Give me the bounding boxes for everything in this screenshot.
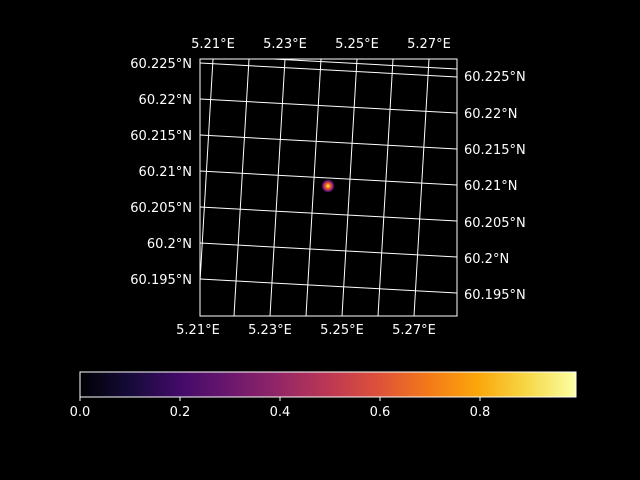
lat-label-right: 60.225°N — [464, 70, 526, 85]
lon-label-top: 5.21°E — [191, 37, 235, 52]
longitude-gridline — [233, 59, 250, 316]
lat-label-right: 60.205°N — [464, 216, 526, 231]
colorbar-gradient — [79, 371, 577, 398]
colorbar-tick-label: 0.6 — [370, 405, 391, 420]
latitude-gridline — [200, 62, 457, 78]
latitude-gridline — [200, 98, 457, 114]
colorbar-ticks — [79, 397, 481, 401]
longitude-gridline — [377, 59, 394, 316]
latitude-gridline — [264, 59, 457, 70]
lon-label-top: 5.23°E — [263, 37, 307, 52]
map-frame — [199, 58, 458, 317]
lon-label-top: 5.25°E — [335, 37, 379, 52]
lat-label-right: 60.21°N — [464, 179, 517, 194]
colorbar-tick-label: 0.0 — [70, 405, 91, 420]
colorbar-tick-label: 0.2 — [170, 405, 191, 420]
lat-label-right: 60.22°N — [464, 107, 517, 122]
lon-label-top: 5.27°E — [407, 37, 451, 52]
longitude-gridline — [413, 59, 430, 316]
lat-label-left: 60.195°N — [130, 273, 192, 288]
lon-label-bottom: 5.23°E — [248, 323, 292, 338]
colorbar-tick-label: 0.4 — [270, 405, 291, 420]
colorbar-tick-label: 0.8 — [470, 405, 491, 420]
lat-label-right: 60.215°N — [464, 143, 526, 158]
lat-label-left: 60.22°N — [139, 93, 192, 108]
longitude-gridline — [305, 59, 322, 316]
lon-label-bottom: 5.27°E — [392, 323, 436, 338]
lat-label-right: 60.195°N — [464, 288, 526, 303]
latitude-gridline — [200, 278, 457, 294]
hotspot-marker — [321, 179, 335, 193]
lat-label-left: 60.225°N — [130, 57, 192, 72]
graticule — [200, 59, 457, 316]
lat-label-left: 60.215°N — [130, 129, 192, 144]
lat-label-left: 60.2°N — [147, 237, 192, 252]
lat-label-left: 60.205°N — [130, 201, 192, 216]
colorbar: 0.0 0.2 0.4 0.6 0.8 — [70, 371, 577, 420]
lat-label-left: 60.21°N — [139, 165, 192, 180]
longitude-gridline — [341, 59, 358, 316]
latitude-gridline — [200, 134, 457, 150]
lon-label-bottom: 5.21°E — [176, 323, 220, 338]
lon-label-bottom: 5.25°E — [320, 323, 364, 338]
lat-label-right: 60.2°N — [464, 252, 509, 267]
latitude-gridline — [200, 170, 457, 186]
latitude-gridline — [200, 242, 457, 258]
latitude-gridline — [200, 206, 457, 222]
longitude-gridline — [269, 59, 286, 316]
map-axes — [199, 58, 458, 317]
